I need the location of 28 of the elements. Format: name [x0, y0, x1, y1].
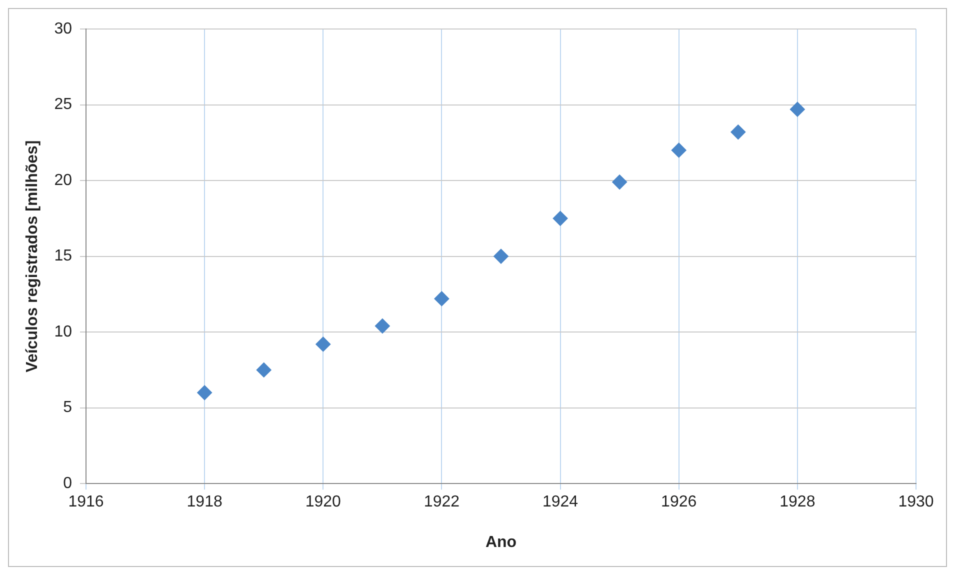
y-tick-label: 20	[54, 172, 72, 189]
point	[434, 291, 450, 306]
point	[730, 124, 746, 140]
point	[197, 385, 212, 400]
y-tick-label: 5	[63, 399, 72, 416]
x-tick-label: 1922	[424, 494, 460, 511]
y-tick-label: 10	[54, 323, 72, 340]
point	[552, 210, 568, 226]
point	[671, 142, 686, 158]
y-tick-label: 30	[54, 20, 72, 38]
x-tick-label: 1926	[661, 494, 697, 511]
y-tick-label: 25	[54, 96, 72, 114]
point	[494, 248, 508, 264]
point	[256, 362, 272, 378]
x-tick-label: 1930	[898, 494, 934, 511]
x-tick-label: 1918	[186, 494, 222, 511]
y-axis-title: Veículos registrados [milhões]	[24, 140, 42, 372]
point	[790, 102, 805, 117]
x-axis-title: Ano	[485, 534, 517, 551]
x-tick-label: 1916	[68, 494, 104, 511]
x-tick-label: 1924	[542, 494, 578, 511]
y-tick-label: 0	[63, 475, 72, 492]
point	[316, 336, 331, 352]
x-tick-label: 1920	[305, 494, 342, 511]
point	[612, 174, 628, 190]
point	[374, 318, 390, 334]
y-tick-label: 15	[54, 248, 72, 265]
x-tick-label: 1928	[780, 494, 816, 511]
